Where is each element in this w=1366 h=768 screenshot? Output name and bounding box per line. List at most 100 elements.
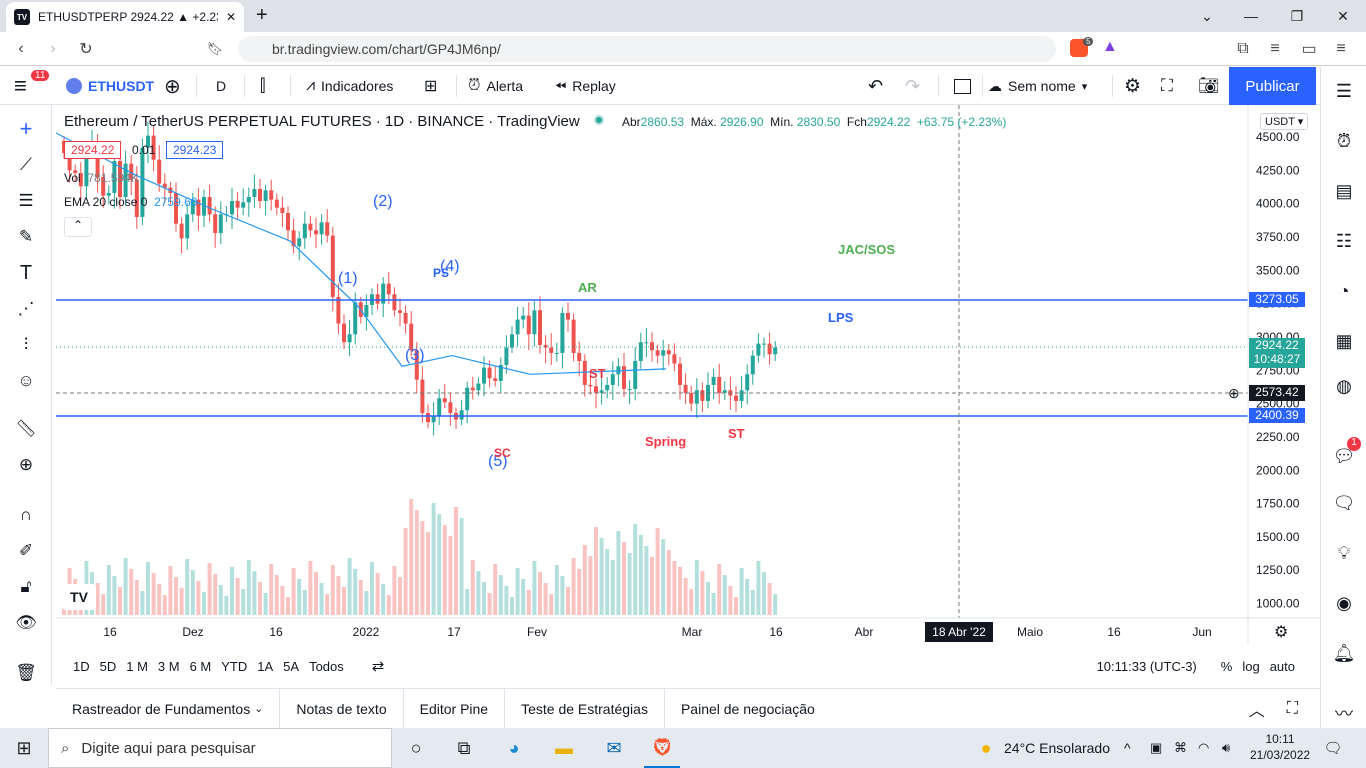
maximize-panel-icon[interactable]: ⛶ (1286, 699, 1298, 717)
goto-date-icon[interactable]: ⇄ (371, 658, 385, 675)
tab-pine-editor[interactable]: Editor Pine (404, 688, 506, 729)
cortana-icon[interactable]: ○ (410, 737, 422, 758)
data-window-icon[interactable]: ▤ (1335, 180, 1353, 201)
edge-icon[interactable]: ◕ (508, 737, 520, 758)
smiley-icon[interactable]: ☺ (17, 371, 35, 390)
range-6m[interactable]: 6 M (189, 658, 212, 674)
weather-text[interactable]: 24°C Ensolarado (1004, 740, 1110, 756)
notifications-bell-icon[interactable]: 🔔︎ (1332, 642, 1356, 663)
collapse-panel-icon[interactable]: ︿ (1248, 702, 1265, 720)
interval-button[interactable]: D (216, 78, 227, 94)
crosshair-icon[interactable]: + (19, 116, 33, 141)
collapse-legend-icon[interactable]: ⌃ (64, 217, 92, 237)
back-icon[interactable]: ‹ (18, 40, 24, 57)
replay-button[interactable]: ⏪︎ Replay (555, 67, 616, 105)
restore-icon[interactable]: ❐ (1290, 7, 1304, 24)
ideas-icon[interactable]: ◔ (1338, 280, 1350, 301)
chat-icon[interactable]: 💬︎ (1332, 445, 1356, 466)
layout-icon[interactable] (954, 67, 971, 105)
streams-icon[interactable]: 💡︎ (1337, 542, 1351, 563)
range-5d[interactable]: 5D (99, 658, 117, 674)
fib-icon[interactable]: ☰ (18, 191, 34, 210)
url-field[interactable]: br.tradingview.com/chart/GP4JM6np/ (238, 36, 1056, 62)
tray-network-alt-icon[interactable]: ⌘ (1174, 740, 1187, 755)
eye-icon[interactable]: 👁︎ (15, 613, 37, 632)
range-all[interactable]: Todos (309, 658, 344, 674)
ruler-icon[interactable]: 📏︎ (15, 419, 37, 438)
zoom-in-icon[interactable]: ⊕ (18, 455, 34, 474)
calendar-icon[interactable]: ▦ (1335, 330, 1353, 351)
compare-add-icon[interactable]: ⊕ (164, 75, 181, 98)
lock-pencil-icon[interactable]: ✐ (18, 541, 34, 560)
chevron-down-icon[interactable]: ⌄ (1201, 7, 1213, 24)
text-tool-icon[interactable]: T (19, 261, 33, 284)
lock-icon[interactable]: 🔓︎ (20, 577, 32, 596)
undo-icon[interactable]: ↶ (868, 75, 884, 96)
templates-icon[interactable]: ⊞ (424, 78, 438, 95)
price-chart[interactable]: 4500.004250.004000.003750.003500.003250.… (56, 105, 1320, 645)
minimize-icon[interactable]: — (1244, 8, 1258, 24)
range-ytd[interactable]: YTD (221, 658, 248, 674)
range-3m[interactable]: 3 M (157, 658, 180, 674)
sell-button[interactable]: 2924.22 (64, 141, 122, 159)
pattern-wave-icon[interactable]: 〰 (1335, 704, 1353, 724)
currency-selector[interactable]: USDT ▾ (1260, 113, 1309, 130)
hotlist-icon[interactable]: ☷ (1335, 230, 1353, 251)
brave-taskbar-icon[interactable]: 🦁︎ (644, 728, 680, 768)
playlist-icon[interactable]: ≡ (1270, 40, 1280, 57)
buy-button[interactable]: 2924.23 (166, 141, 224, 159)
tab-strategy-tester[interactable]: Teste de Estratégias (505, 688, 665, 729)
indicators-button[interactable]: ⩘ Indicadores (306, 67, 393, 105)
camera-icon[interactable]: 📷︎ (1198, 76, 1220, 95)
settings-gear-icon[interactable]: ⚙︎ (1124, 75, 1142, 97)
system-clock[interactable]: 10:11 21/03/2022 (1250, 731, 1310, 763)
brush-icon[interactable]: ✎ (18, 227, 34, 246)
tab-trading-panel[interactable]: Painel de negociação (680, 700, 815, 717)
news-icon[interactable]: ◍ (1336, 375, 1352, 396)
browser-menu-icon[interactable]: ≡ (1336, 40, 1346, 57)
taskbar-search[interactable]: ⌕ Digite aqui para pesquisar (48, 728, 392, 768)
range-1m[interactable]: 1 M (126, 658, 148, 674)
tray-chevron-icon[interactable]: ^ (1124, 740, 1131, 756)
bookmark-icon[interactable]: 🔖︎ (206, 41, 224, 56)
volume-icon[interactable]: 🔊︎ (1222, 740, 1231, 755)
tradingview-logo-icon[interactable]: TV (62, 584, 96, 610)
trend-line-icon[interactable]: ⟋ (20, 155, 32, 174)
magnet-icon[interactable]: ∩ (19, 505, 33, 524)
alert-button[interactable]: ⏰︎ Alerta (468, 67, 523, 105)
mail-icon[interactable]: ✉︎ (606, 737, 622, 758)
messages-icon[interactable]: 🗨︎ (1332, 492, 1356, 513)
tab-fundamentals[interactable]: Rastreador de Fundamentos ⌄ (56, 688, 281, 729)
alerts-clock-icon[interactable]: ⏰︎ (1336, 130, 1352, 151)
redo-icon[interactable]: ↷ (905, 75, 921, 96)
wallet-icon[interactable]: ▭ (1301, 41, 1317, 58)
fullscreen-icon[interactable]: ⛶ (1161, 76, 1173, 95)
action-center-icon[interactable]: 🗨︎ (1323, 740, 1343, 757)
percent-toggle[interactable]: % (1220, 658, 1233, 674)
candles-chart-type-icon[interactable]: ⫿ (260, 76, 266, 95)
pattern-icon[interactable]: ⋰ (17, 299, 35, 318)
clock-readout[interactable]: 10:11:33 (UTC-3) (1096, 658, 1197, 674)
tray-meet-icon[interactable]: ▣ (1150, 740, 1163, 755)
menu-icon[interactable]: ≡ (14, 73, 27, 98)
close-window-icon[interactable]: ✕ (1337, 7, 1349, 24)
close-tab-icon[interactable]: ✕ (225, 10, 236, 24)
auto-toggle[interactable]: auto (1269, 658, 1295, 674)
trash-icon[interactable]: 🗑︎ (15, 663, 37, 682)
file-explorer-icon[interactable]: ▬ (555, 737, 573, 758)
browser-tab[interactable]: TV ETHUSDTPERP 2924.22 ▲ +2.23% ✕ (6, 2, 244, 32)
layout-name-button[interactable]: ☁︎ Sem nome ▾ (988, 67, 1087, 105)
add-plus-icon[interactable]: ⊕ (1228, 385, 1240, 401)
windows-start-icon[interactable]: ⊞ (16, 737, 32, 758)
publish-button[interactable]: Publicar (1229, 67, 1316, 105)
range-1y[interactable]: 1A (257, 658, 274, 674)
task-view-icon[interactable]: ⧉ (457, 737, 471, 758)
symbol-search[interactable]: ETHUSDT (66, 67, 154, 105)
extensions-icon[interactable]: ⧉ (1237, 40, 1249, 57)
broadcast-icon[interactable]: ◉ (1336, 592, 1352, 613)
range-5y[interactable]: 5A (283, 658, 300, 674)
reload-icon[interactable]: ↻ (79, 41, 93, 58)
log-toggle[interactable]: log (1242, 658, 1260, 674)
axis-settings-gear-icon[interactable]: ⚙︎ (1274, 624, 1289, 641)
tab-text-notes[interactable]: Notas de texto (280, 688, 404, 729)
